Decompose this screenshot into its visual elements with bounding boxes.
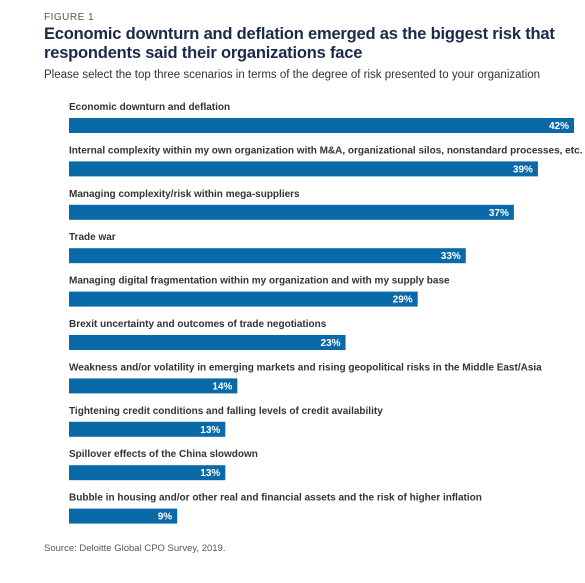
chart-title: Economic downturn and deflation emerged … [44,25,555,62]
data-label: 13% [200,468,220,479]
category-label: Weakness and/or volatility in emerging m… [69,362,542,373]
category-label: Brexit uncertainty and outcomes of trade… [69,319,327,330]
data-label: 42% [549,121,569,132]
data-label: 33% [441,251,461,262]
category-label: Managing complexity/risk within mega-sup… [69,189,300,200]
category-label: Trade war [69,232,116,243]
bar [69,248,466,264]
category-label: Tightening credit conditions and falling… [69,406,383,417]
bar [69,465,226,481]
category-label: Economic downturn and deflation [69,102,230,113]
bar [69,161,538,177]
category-label: Spillover effects of the China slowdown [69,449,258,460]
data-label: 37% [489,208,509,219]
data-label: 14% [212,381,232,392]
data-label: 13% [200,425,220,436]
chart-subtitle: Please select the top three scenarios in… [44,69,541,81]
category-label: Managing digital fragmentation within my… [69,276,450,287]
category-label: Bubble in housing and/or other real and … [69,493,482,504]
bar [69,291,418,307]
bar [69,421,226,437]
data-label: 29% [393,295,413,306]
bar [69,118,574,133]
data-label: 9% [158,512,173,523]
source-note: Source: Deloitte Global CPO Survey, 2019… [44,543,226,554]
data-label: 39% [513,164,533,175]
bar [69,508,178,524]
figure-label: FIGURE 1 [44,12,95,23]
data-label: 23% [321,338,341,349]
bar [69,204,514,220]
bar [69,378,238,394]
bar [69,335,346,350]
category-label: Internal complexity within my own organi… [69,145,583,156]
